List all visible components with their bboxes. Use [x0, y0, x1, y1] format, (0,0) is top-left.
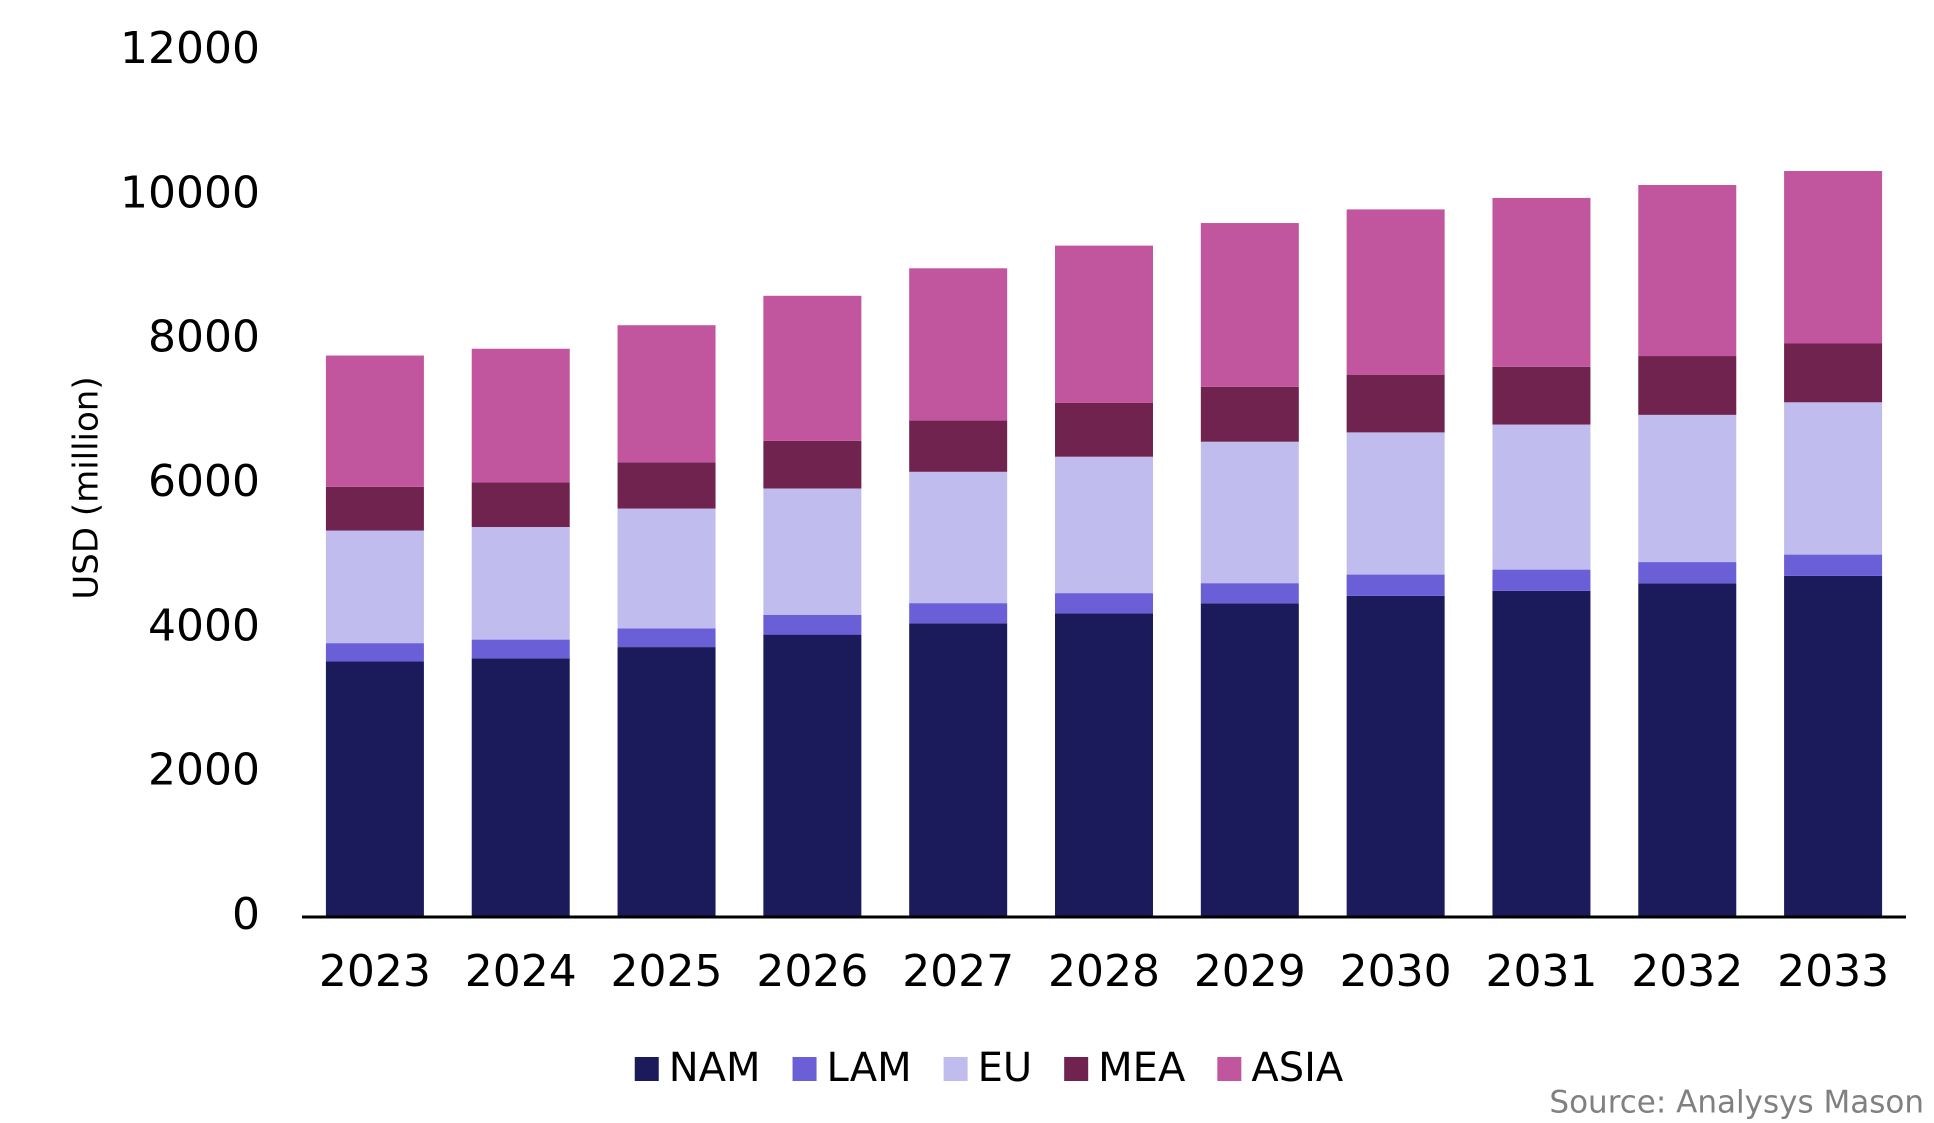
- source: Source: Analysys Mason: [1549, 1085, 1924, 1121]
- bar-segment: [617, 325, 716, 463]
- legend-swatch: [792, 1057, 817, 1081]
- legend-label: MEA: [1098, 1045, 1186, 1091]
- bar-segment: [471, 658, 570, 917]
- x-tick-label: 2031: [1485, 946, 1597, 997]
- bar-segment: [763, 295, 862, 441]
- legend-swatch: [943, 1057, 968, 1081]
- bar-segment: [1784, 554, 1883, 576]
- y-tick-label: 8000: [148, 312, 260, 363]
- x-tick-label: 2026: [756, 946, 868, 997]
- bar-segment: [617, 647, 716, 917]
- x-tick-label: 2028: [1048, 946, 1160, 997]
- y-tick-label: 6000: [148, 456, 260, 507]
- bar-segment: [1055, 402, 1153, 457]
- bar-segment: [1346, 595, 1445, 917]
- legend-swatch: [634, 1057, 659, 1081]
- bar-segment: [763, 634, 862, 917]
- x-tick-label: 2023: [319, 946, 431, 997]
- y-tick-label: 12000: [120, 23, 260, 74]
- legend-label: ASIA: [1251, 1045, 1344, 1091]
- y-axis-label: USD (million): [67, 376, 107, 599]
- bar-segment: [1638, 583, 1737, 917]
- bar-segment: [1638, 562, 1737, 584]
- bar-segment: [909, 603, 1008, 624]
- bar-segment: [617, 508, 716, 629]
- legend-swatch: [1217, 1057, 1242, 1081]
- bar-segment: [1492, 424, 1591, 570]
- bar-segment: [1492, 590, 1591, 917]
- bar-segment: [471, 348, 570, 483]
- bar-segment: [617, 628, 716, 648]
- legend-label: LAM: [827, 1045, 912, 1091]
- bar-segment: [471, 527, 570, 640]
- bar-segment: [909, 623, 1008, 917]
- bar-segment: [763, 488, 862, 615]
- bar-segment: [1055, 613, 1153, 917]
- legend-label: EU: [978, 1045, 1033, 1091]
- bar-segment: [1638, 356, 1737, 415]
- bar-segment: [1200, 386, 1299, 442]
- bar-segment: [1346, 209, 1445, 375]
- bar-segment: [1638, 185, 1737, 357]
- bar-segment: [1492, 197, 1591, 367]
- bar-segment: [1200, 441, 1299, 584]
- bar-segment: [1784, 402, 1883, 555]
- x-tick-label: 2033: [1777, 946, 1889, 997]
- bar-segment: [763, 440, 862, 489]
- bar-segment: [1200, 603, 1299, 917]
- y-tick-label: 2000: [148, 745, 260, 796]
- bar-segment: [763, 614, 862, 635]
- y-tick-label: 0: [232, 889, 260, 940]
- bar-segment: [1055, 245, 1153, 403]
- x-tick-label: 2032: [1631, 946, 1743, 997]
- bar-segment: [325, 661, 424, 917]
- bar-segment: [1784, 171, 1883, 344]
- bar-segment: [1492, 569, 1591, 591]
- bar-segment: [471, 482, 570, 528]
- bar-segment: [325, 530, 424, 644]
- x-tick-label: 2025: [611, 946, 723, 997]
- y-tick-label: 10000: [120, 167, 260, 218]
- bar-segment: [909, 420, 1008, 472]
- bar-segment: [909, 268, 1008, 421]
- x-tick-label: 2024: [465, 946, 577, 997]
- legend-label: NAM: [669, 1045, 761, 1091]
- bar-segment: [325, 643, 424, 662]
- x-tick-label: 2027: [902, 946, 1014, 997]
- bar-segment: [1784, 575, 1883, 917]
- bar-segment: [1784, 343, 1883, 403]
- bar-segment: [1492, 366, 1591, 425]
- bar-segment: [1346, 374, 1445, 433]
- bar-segment: [1638, 414, 1737, 563]
- bar-segment: [1346, 432, 1445, 575]
- bar-segment: [1346, 574, 1445, 596]
- bar-segment: [325, 486, 424, 531]
- x-tick-label: 2029: [1194, 946, 1306, 997]
- bar-segment: [1055, 593, 1153, 614]
- bar-segment: [471, 639, 570, 659]
- x-tick-label: 2030: [1340, 946, 1452, 997]
- legend-swatch: [1064, 1057, 1089, 1081]
- bar-segment: [1200, 223, 1299, 387]
- bar-segment: [909, 471, 1008, 604]
- bar-segment: [1200, 583, 1299, 604]
- bar-segment: [617, 462, 716, 509]
- y-tick-label: 4000: [148, 600, 260, 651]
- bar-segment: [1055, 456, 1153, 594]
- bar-segment: [325, 355, 424, 487]
